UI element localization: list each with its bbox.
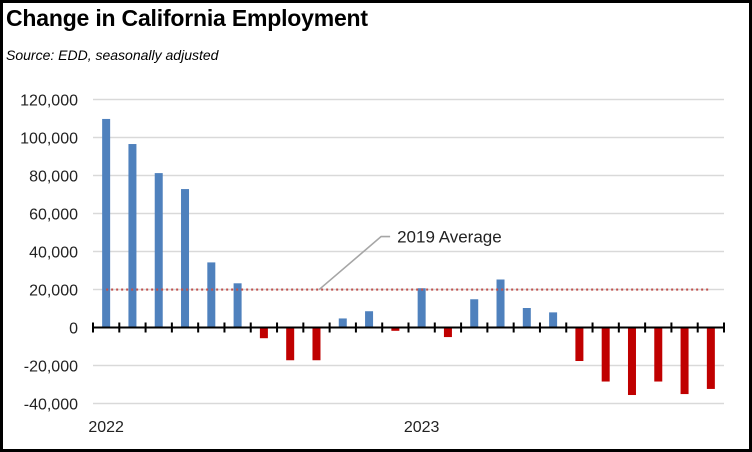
bar xyxy=(286,327,295,361)
x-tick-label: 2022 xyxy=(88,419,124,436)
y-tick-label: 100,000 xyxy=(20,131,78,148)
bar xyxy=(338,318,347,327)
y-tick-label: 60,000 xyxy=(29,207,78,224)
y-tick-label: -40,000 xyxy=(24,397,78,414)
annotation-leader-line xyxy=(318,235,391,291)
y-tick-label: 120,000 xyxy=(20,93,78,110)
bar xyxy=(312,327,321,361)
bar xyxy=(654,327,663,382)
bar xyxy=(128,144,137,327)
bar xyxy=(391,327,400,331)
y-tick-label: 80,000 xyxy=(29,169,78,186)
annotation-label: 2019 Average xyxy=(397,228,502,247)
y-tick-label: 40,000 xyxy=(29,245,78,262)
x-axis-tick-labels: 2022 2023 xyxy=(88,419,439,436)
chart-subtitle: Source: EDD, seasonally adjusted xyxy=(6,47,219,63)
bar xyxy=(181,189,190,327)
bar-series xyxy=(102,118,715,396)
bar xyxy=(680,327,689,395)
bar xyxy=(233,283,242,327)
bar xyxy=(496,279,505,327)
y-tick-label: 0 xyxy=(69,321,78,338)
bar xyxy=(706,327,715,389)
x-axis xyxy=(92,322,725,333)
x-tick-label: 2023 xyxy=(404,419,440,436)
bar xyxy=(259,327,268,339)
bar xyxy=(154,173,163,327)
bar xyxy=(365,311,374,327)
gridlines xyxy=(93,98,724,405)
bar xyxy=(549,312,558,327)
bar xyxy=(522,308,531,327)
bar xyxy=(627,327,636,396)
bar xyxy=(417,288,426,327)
annotation-group: 2019 Average xyxy=(318,228,502,291)
chart-title: Change in California Employment xyxy=(6,5,368,31)
y-tick-label: 20,000 xyxy=(29,283,78,300)
bar xyxy=(443,327,452,338)
y-axis-tick-labels: 120,000 100,000 80,000 60,000 40,000 20,000 0 -… xyxy=(20,93,78,414)
bar xyxy=(601,327,610,382)
bar xyxy=(575,327,584,362)
bar xyxy=(470,299,479,327)
bar xyxy=(102,118,111,327)
y-tick-label: -20,000 xyxy=(24,359,78,376)
bar xyxy=(207,262,216,327)
